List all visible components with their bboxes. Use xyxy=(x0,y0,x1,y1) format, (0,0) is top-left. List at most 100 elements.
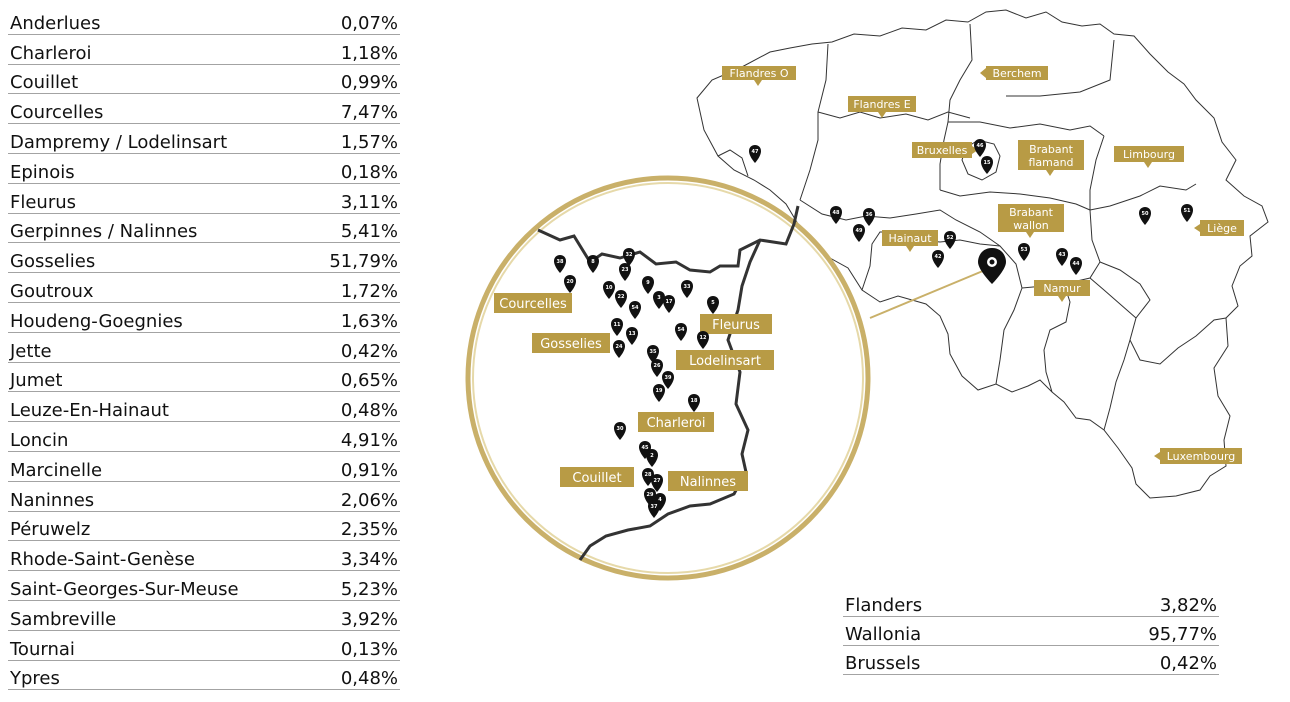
row-name: Sambreville xyxy=(10,608,117,630)
table-row: Ypres 0,48% xyxy=(8,661,400,691)
map-pin-icon: 28 xyxy=(642,468,654,486)
row-name: Saint-Georges-Sur-Meuse xyxy=(10,578,239,600)
row-name: Loncin xyxy=(10,429,69,451)
pin-label: 4 xyxy=(658,497,662,503)
table-row: Dampremy / Lodelinsart 1,57% xyxy=(8,124,400,154)
svg-text:Nalinnes: Nalinnes xyxy=(680,475,736,490)
province-label-bruxelles: Bruxelles xyxy=(912,142,978,158)
row-name: Jumet xyxy=(10,370,63,392)
pin-label: 32 xyxy=(626,252,633,258)
map-pin-icon: 48 xyxy=(830,206,842,224)
row-share: 1,57% xyxy=(340,131,398,153)
row-share: 1,72% xyxy=(340,280,398,302)
svg-text:Couillet: Couillet xyxy=(572,471,621,486)
table-row: Leuze-En-Hainaut 0,48% xyxy=(8,392,400,423)
pin-label: 22 xyxy=(618,294,625,300)
row-name: Brussels xyxy=(845,653,921,674)
map-pin-icon: 50 xyxy=(1139,207,1151,225)
zoom-connector xyxy=(869,267,991,319)
row-name: Péruwelz xyxy=(10,519,91,541)
row-name: Charleroi xyxy=(10,42,92,64)
pin-label: 33 xyxy=(684,284,691,290)
row-name: Ypres xyxy=(10,668,60,690)
municipality-table: Anderlues 0,07% Charleroi 1,18% Couillet 0,99… xyxy=(8,5,400,691)
country-outline xyxy=(696,9,1269,499)
map-pin-icon: 36 xyxy=(863,208,875,226)
map-pin-icon: 38 xyxy=(554,255,566,273)
row-name: Epinois xyxy=(10,161,75,183)
table-row: Loncin 4,91% xyxy=(8,422,400,452)
pin-label: 35 xyxy=(650,349,657,355)
pin-label: 26 xyxy=(654,363,661,369)
row-name: Houdeng-Goegnies xyxy=(10,310,183,332)
map-pin-icon: 46 xyxy=(974,139,986,157)
pin-label: 9 xyxy=(646,280,650,286)
pin-label: 54 xyxy=(632,305,639,311)
province-label-hainaut: Hainaut xyxy=(882,230,938,252)
row-name: Goutroux xyxy=(10,280,94,302)
map-pin-icon: 5 xyxy=(707,296,719,314)
table-row: Fleurus 3,11% xyxy=(8,184,400,214)
map-pin-icon: 47 xyxy=(749,145,761,163)
table-row: Gerpinnes / Nalinnes 5,41% xyxy=(8,214,400,244)
pin-label: 27 xyxy=(654,478,661,484)
svg-text:Brabant: Brabant xyxy=(1029,143,1074,156)
row-name: Marcinelle xyxy=(10,459,103,481)
province-label-limbourg: Limbourg xyxy=(1114,146,1184,168)
pin-label: 13 xyxy=(629,331,636,337)
table-row: Naninnes 2,06% xyxy=(8,482,400,512)
row-name: Anderlues xyxy=(10,12,101,34)
province-borders xyxy=(696,9,1269,499)
row-name: Wallonia xyxy=(845,624,922,645)
table-row: Jumet 0,65% xyxy=(8,363,400,393)
province-label-flandres-e: Flandres E xyxy=(848,96,916,118)
map-pin-icon: 35 xyxy=(647,345,659,363)
province-label-liege: Liège xyxy=(1194,220,1244,236)
pin-label: 5 xyxy=(711,300,715,306)
map-pin-icon: 15 xyxy=(981,156,993,174)
inset-label-lodelinsart: Lodelinsart xyxy=(676,350,774,370)
row-share: 2,35% xyxy=(340,519,398,541)
svg-text:flamand: flamand xyxy=(1028,156,1073,169)
map-pin-icon: 9 xyxy=(642,276,654,294)
row-name: Flanders xyxy=(845,595,923,616)
map-pin-icon: 53 xyxy=(1018,243,1030,261)
row-share: 0,48% xyxy=(340,668,398,690)
map-pin-icon: 10 xyxy=(603,281,615,299)
map-pin-icon: 43 xyxy=(1056,248,1068,266)
map-pin-icon: 18 xyxy=(688,394,700,412)
svg-text:Hainaut: Hainaut xyxy=(888,232,932,245)
pin-label: 29 xyxy=(647,492,654,498)
pin-label: 30 xyxy=(617,426,624,432)
map-pin-icon: 2 xyxy=(646,449,658,467)
map-pin-icon: 30 xyxy=(614,422,626,440)
row-name: Dampremy / Lodelinsart xyxy=(10,131,228,153)
map-pin-icon: 3 xyxy=(653,291,665,309)
map-pin-icon: 32 xyxy=(623,248,635,266)
row-name: Jette xyxy=(10,340,52,362)
svg-text:Berchem: Berchem xyxy=(992,67,1041,80)
row-share: 2,06% xyxy=(340,489,398,511)
table-row: Péruwelz 2,35% xyxy=(8,512,400,542)
pin-label: 17 xyxy=(666,299,673,305)
row-name: Courcelles xyxy=(10,102,104,124)
map-pin-icon: 37 xyxy=(648,500,660,518)
table-row: Tournai 0,13% xyxy=(8,631,400,661)
pin-label: 15 xyxy=(984,160,991,166)
map-pin-icon: 51 xyxy=(1181,204,1193,222)
pin-label: 48 xyxy=(833,210,840,216)
pin-label: 24 xyxy=(616,344,623,350)
svg-text:Fleurus: Fleurus xyxy=(712,318,760,333)
row-share: 0,07% xyxy=(340,12,398,34)
table-row: Charleroi 1,18% xyxy=(8,35,400,65)
pin-label: 23 xyxy=(622,267,629,273)
pin-label: 54 xyxy=(678,327,685,333)
pin-label: 11 xyxy=(614,322,621,328)
pin-label: 50 xyxy=(1142,211,1149,217)
svg-text:Luxembourg: Luxembourg xyxy=(1167,450,1236,463)
table-row: Houdeng-Goegnies 1,63% xyxy=(8,303,400,333)
row-share: 0,99% xyxy=(340,72,398,94)
pin-label: 3 xyxy=(657,295,661,301)
map-pin-icon: 23 xyxy=(619,263,631,281)
